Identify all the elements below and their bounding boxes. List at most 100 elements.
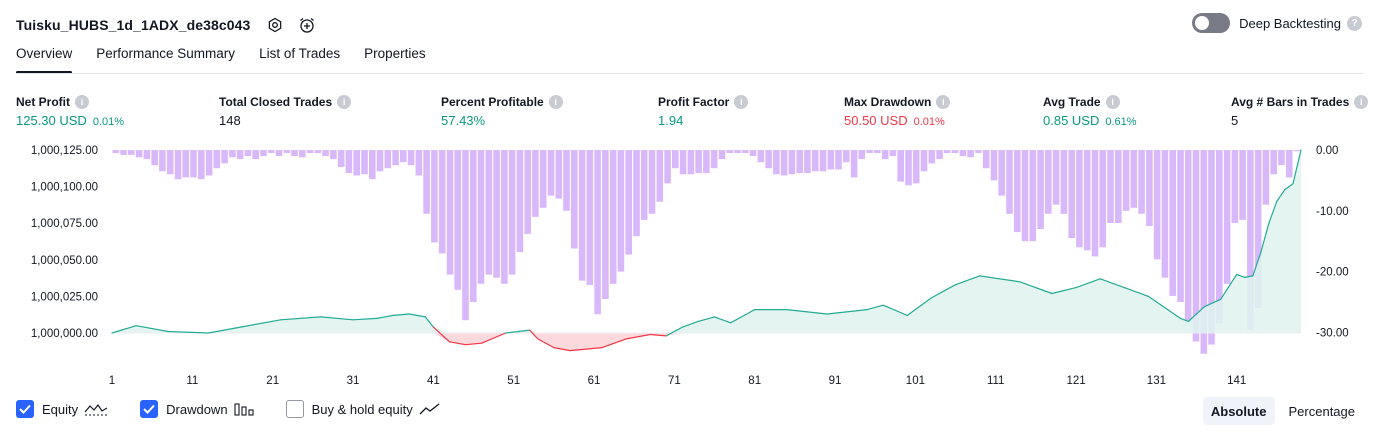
drawdown-bar <box>1286 150 1293 178</box>
drawdown-bar <box>843 150 850 163</box>
left-axis-tick: 1,000,050.00 <box>31 255 98 267</box>
drawdown-bar <box>835 150 842 170</box>
metric-label: Max Drawdown <box>844 95 932 109</box>
drawdown-bar <box>493 150 500 278</box>
x-axis-tick: 91 <box>829 375 842 387</box>
x-axis-tick: 1 <box>109 375 115 387</box>
tabs-divider <box>16 73 1363 74</box>
drawdown-bar <box>1169 150 1176 296</box>
info-icon[interactable]: i <box>337 95 352 109</box>
tab-properties[interactable]: Properties <box>364 46 426 61</box>
drawdown-bar <box>1208 150 1215 345</box>
equity-line-segment <box>167 330 209 334</box>
equity-line-segment <box>866 304 884 311</box>
drawdown-bar <box>260 150 267 157</box>
drawdown-bar <box>400 150 407 163</box>
equity-line-segment <box>239 319 282 328</box>
equity-checkbox[interactable] <box>16 400 34 418</box>
drawdown-bar <box>283 150 291 153</box>
equity-line-segment <box>1220 273 1238 300</box>
drawdown-bar <box>1254 150 1262 309</box>
info-icon[interactable]: i <box>1105 95 1120 109</box>
drawdown-bar <box>858 150 866 160</box>
report-tabs: Overview Performance Summary List of Tra… <box>16 46 450 74</box>
drawdown-bar <box>423 150 430 214</box>
drawdown-bar <box>640 150 648 220</box>
equity-line-segment <box>906 297 933 316</box>
drawdown-bar <box>299 150 306 158</box>
x-axis-tick: 101 <box>906 375 925 387</box>
drawdown-bar <box>998 150 1005 196</box>
drawdown-bar <box>1293 150 1301 152</box>
absolute-button[interactable]: Absolute <box>1202 397 1275 425</box>
metric-avg-trade: Avg Trade i 0.85 USD 0.61% <box>1043 94 1137 128</box>
drawdown-bar <box>897 150 904 182</box>
drawdown-bar <box>1161 150 1169 278</box>
metric-total-closed-trades: Total Closed Trades i 148 <box>219 94 352 128</box>
drawdown-checkbox[interactable] <box>140 400 159 418</box>
drawdown-bar <box>120 150 127 155</box>
equity-line-segment <box>713 316 732 324</box>
equity-line-segment <box>481 332 507 344</box>
drawdown-bar <box>951 150 959 153</box>
drawdown-bar <box>1216 150 1223 324</box>
info-icon[interactable]: i <box>1354 95 1369 109</box>
drawdown-bar <box>710 150 718 169</box>
tab-list-of-trades[interactable]: List of Trades <box>259 46 341 61</box>
drawdown-bar <box>501 150 508 284</box>
drawdown-bar <box>267 150 275 153</box>
metric-max-drawdown: Max Drawdown i 50.50 USD 0.01% <box>844 94 951 128</box>
drawdown-bar <box>881 150 889 160</box>
tab-overview[interactable]: Overview <box>16 46 73 74</box>
settings-icon[interactable] <box>266 16 284 34</box>
equity-line-segment <box>1187 306 1206 322</box>
drawdown-bar <box>734 150 741 153</box>
x-axis: 1 11 21 31 41 51 61 71 81 91 101 111 121 131 141 <box>109 375 1246 387</box>
info-icon[interactable]: i <box>548 95 563 109</box>
drawdown-bar <box>438 150 446 254</box>
drawdown-bar <box>151 150 158 166</box>
x-axis-tick: 141 <box>1227 375 1246 387</box>
drawdown-bar <box>369 150 376 180</box>
legend-drawdown[interactable]: Drawdown <box>140 400 254 418</box>
alarm-clock-plus-icon[interactable] <box>298 16 316 34</box>
equity-line-segment <box>1284 183 1294 191</box>
left-axis-tick: 1,000,025.00 <box>31 291 98 303</box>
drawdown-bar <box>384 150 392 169</box>
drawdown-bar <box>516 150 524 253</box>
drawdown-bar <box>322 150 329 157</box>
equity-line-segment <box>786 309 828 315</box>
buy-hold-checkbox[interactable] <box>285 400 304 418</box>
x-axis-tick: 41 <box>427 375 440 387</box>
drawdown-bar <box>765 150 772 169</box>
drawdown-bar <box>609 150 617 284</box>
info-icon[interactable]: i <box>936 95 951 109</box>
x-axis-tick: 71 <box>668 375 681 387</box>
info-icon[interactable]: i <box>734 95 749 109</box>
drawdown-bar <box>353 150 360 176</box>
x-axis-tick: 21 <box>266 375 279 387</box>
equity-line-segment <box>553 347 571 352</box>
equity-line-segment <box>320 316 354 321</box>
equity-line-segment <box>376 314 394 319</box>
drawdown-bar <box>524 150 531 234</box>
percentage-button[interactable]: Percentage <box>1288 403 1356 419</box>
legend-buy-hold[interactable]: Buy & hold equity <box>285 400 441 418</box>
deep-backtesting-toggle[interactable] <box>1192 13 1231 33</box>
view-mode-switch: Absolute Percentage <box>1197 397 1363 425</box>
equity-line-segment <box>681 320 700 328</box>
equity-line-segment <box>1292 149 1302 185</box>
tab-performance-summary[interactable]: Performance Summary <box>96 46 236 61</box>
legend-equity[interactable]: Equity <box>16 400 108 418</box>
metric-value: 148 <box>219 113 241 128</box>
help-icon[interactable]: ? <box>1347 15 1362 31</box>
legend-label: Buy & hold equity <box>311 401 413 417</box>
drawdown-bars <box>112 150 1301 354</box>
info-icon[interactable]: i <box>75 95 89 109</box>
left-axis-tick: 1,000,125.00 <box>31 145 98 157</box>
drawdown-bar <box>687 150 695 175</box>
drawdown-bar <box>703 150 710 174</box>
equity-line-segment <box>505 329 531 334</box>
equity-line-segment <box>1099 278 1125 289</box>
drawdown-bar <box>376 150 384 172</box>
